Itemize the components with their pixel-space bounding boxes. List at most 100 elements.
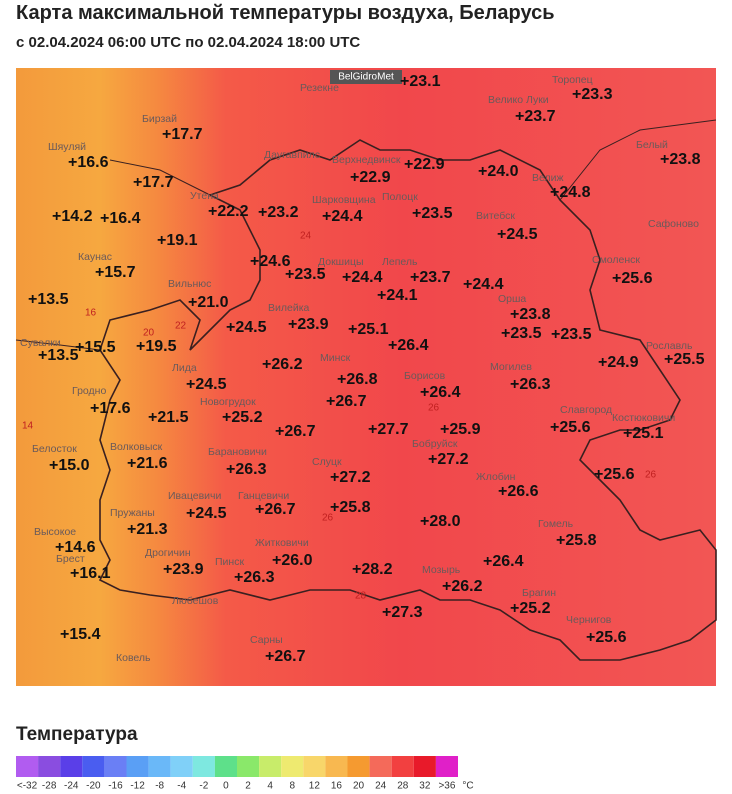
source-badge	[330, 70, 402, 84]
city-label: Каунас	[78, 251, 112, 263]
temperature-label: +24.8	[550, 184, 591, 201]
temperature-label: +21.0	[188, 294, 229, 311]
temperature-label: +16.6	[68, 154, 109, 171]
legend-swatch	[369, 756, 392, 777]
legend-title: Температура	[16, 724, 138, 745]
isoline-label: 26	[322, 513, 334, 524]
legend-swatch	[82, 756, 105, 777]
temperature-label: +21.6	[127, 455, 168, 472]
temperature-label: +26.3	[226, 461, 267, 478]
temperature-label: +26.7	[326, 393, 367, 410]
temperature-label: +14.2	[52, 208, 93, 225]
legend-swatch	[104, 756, 127, 777]
city-label: Резекне	[300, 82, 339, 94]
city-label: Ганцевичи	[238, 490, 289, 502]
temperature-label: +25.6	[594, 466, 635, 483]
subtitle: с 02.04.2024 06:00 UTC по 02.04.2024 18:…	[16, 34, 361, 51]
city-label: Велико Луки	[488, 94, 549, 106]
temperature-label: +22.9	[404, 156, 445, 173]
city-label: Высокое	[34, 526, 76, 538]
temperature-label: +25.5	[664, 351, 705, 368]
city-label: Орша	[498, 293, 526, 305]
temperature-label: +15.4	[60, 626, 101, 643]
temperature-label: +25.1	[348, 321, 389, 338]
temperature-label: +26.0	[272, 552, 313, 569]
temperature-label: +21.5	[148, 409, 189, 426]
border	[98, 139, 717, 661]
temperature-label: +25.2	[222, 409, 263, 426]
city-label: Сувалки	[20, 337, 61, 349]
temperature-label: +23.5	[285, 266, 326, 283]
temperature-label: +15.5	[75, 339, 116, 356]
city-label: Вильнюс	[168, 278, 211, 290]
city-label: Даугавпилс	[264, 149, 320, 161]
temperature-label: +28.2	[352, 561, 393, 578]
legend-unit: °C	[462, 781, 473, 792]
legend-label: -8	[155, 781, 164, 792]
temperature-label: +24.1	[377, 287, 418, 304]
temperature-label: +25.8	[556, 532, 597, 549]
temperature-label: +23.5	[551, 326, 592, 343]
isoline-label: 26	[645, 470, 657, 481]
city-label: Бобруйск	[412, 438, 458, 450]
temperature-label: +16.4	[100, 210, 141, 227]
temperature-label: +25.2	[510, 600, 551, 617]
legend-label: 12	[309, 781, 321, 792]
city-label: Бирзай	[142, 113, 177, 125]
temperature-label: +26.3	[234, 569, 275, 586]
legend-label: 16	[331, 781, 343, 792]
temperature-label: +19.5	[136, 338, 177, 355]
city-label: Дрогичин	[145, 547, 191, 559]
city-label: Торопец	[552, 74, 593, 86]
isoline-label: 14	[22, 421, 34, 432]
legend-label: -20	[86, 781, 101, 792]
legend-swatch	[126, 756, 149, 777]
legend-label: 24	[375, 781, 387, 792]
city-label: Шяуляй	[48, 141, 86, 153]
city-label: Лепель	[382, 256, 418, 268]
city-label: Ивацевичи	[168, 490, 221, 502]
temperature-label: +26.3	[510, 376, 551, 393]
temperature-label: +24.4	[342, 269, 383, 286]
temperature-label: +17.6	[90, 400, 131, 417]
temperature-label: +21.3	[127, 521, 168, 538]
temperature-label: +27.3	[382, 604, 423, 621]
temperature-label: +26.4	[483, 553, 524, 570]
legend-label: <-32	[17, 781, 38, 792]
isoline-label: 20	[143, 328, 155, 339]
temperature-label: +24.4	[463, 276, 504, 293]
city-label: Брест	[56, 553, 85, 565]
temperature-label: +28.0	[420, 513, 461, 530]
city-label: Велиж	[532, 172, 564, 184]
city-label: Полоцк	[382, 191, 418, 203]
temperature-label: +26.6	[498, 483, 539, 500]
legend-swatch	[413, 756, 436, 777]
city-label: Верхнедвинск	[332, 154, 401, 166]
legend-swatch	[237, 756, 260, 777]
city-label: Пружаны	[110, 507, 155, 519]
temperature-label: +27.2	[428, 451, 469, 468]
legend-swatch	[391, 756, 414, 777]
temperature-label: +23.8	[510, 306, 551, 323]
temperature-label: +15.7	[95, 264, 136, 281]
legend-swatch	[38, 756, 61, 777]
city-label: Витебск	[476, 210, 515, 222]
temperature-label: +26.4	[388, 337, 429, 354]
city-label: Сафоново	[648, 218, 699, 230]
temperature-label: +25.6	[550, 419, 591, 436]
temperature-label: +26.2	[442, 578, 483, 595]
city-label: Сарны	[250, 634, 283, 646]
city-label: Рославль	[646, 340, 693, 352]
legend-swatch	[148, 756, 171, 777]
legend-swatch	[325, 756, 348, 777]
city-label: Лида	[172, 362, 197, 374]
legend-label: 28	[397, 781, 409, 792]
temperature-label: +26.8	[337, 371, 378, 388]
city-label: Волковыск	[110, 441, 163, 453]
legend-label: -28	[42, 781, 57, 792]
legend-swatch	[192, 756, 215, 777]
temperature-label: +23.8	[660, 151, 701, 168]
city-label: Любешов	[172, 595, 219, 607]
temperature-label: +14.6	[55, 539, 96, 556]
